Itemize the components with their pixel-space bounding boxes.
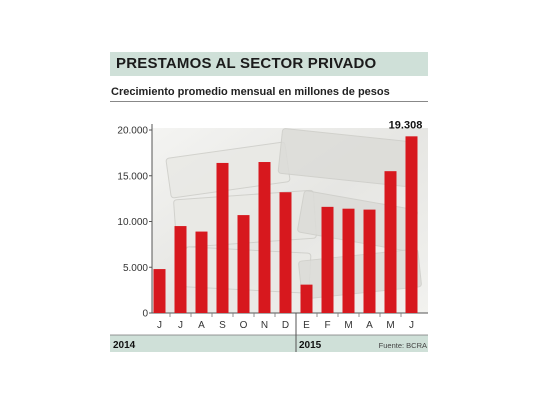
x-tick-label: D (282, 320, 289, 331)
x-tick-label: S (219, 320, 226, 331)
x-tick-label: E (303, 320, 310, 331)
bar-8 (321, 206, 334, 313)
bar-6 (279, 192, 292, 313)
y-tick-label: 0 (142, 309, 148, 320)
x-tick-label: J (157, 320, 162, 331)
bar-1 (174, 226, 187, 313)
x-tick-label: A (198, 320, 205, 331)
y-tick-label: 10.000 (117, 217, 148, 228)
bars (153, 136, 418, 313)
y-tick-label: 20.000 (117, 126, 148, 137)
year-label-2014: 2014 (113, 340, 136, 351)
x-tick-label: N (261, 320, 268, 331)
bar-0 (153, 269, 166, 313)
axis-labels: 0 5.000 10.000 15.000 20.000 J J A S O N D E F M A M J 201… (113, 119, 427, 351)
bar-10 (363, 209, 376, 313)
bar-3 (216, 162, 229, 313)
source-note: Fuente: BCRA (379, 341, 427, 350)
subtitle-rule (110, 101, 428, 102)
bar-4 (237, 215, 250, 313)
y-tick-label: 15.000 (117, 171, 148, 182)
x-tick-label: F (324, 320, 330, 331)
x-tick-label: J (409, 320, 414, 331)
x-tick-label: J (178, 320, 183, 331)
x-tick-label: M (344, 320, 352, 331)
x-tick-label: O (240, 320, 248, 331)
bar-2 (195, 231, 208, 313)
y-tick-label: 5.000 (123, 263, 148, 274)
bar-11 (384, 171, 397, 313)
data-label: 19.308 (389, 119, 423, 131)
chart-subtitle: Crecimiento promedio mensual en millones… (111, 86, 390, 98)
year-band (110, 335, 428, 352)
x-tick-label: A (366, 320, 373, 331)
bar-7 (300, 284, 313, 313)
chart-title: PRESTAMOS AL SECTOR PRIVADO (116, 55, 377, 72)
year-label-2015: 2015 (299, 340, 322, 351)
title-band: PRESTAMOS AL SECTOR PRIVADO (110, 52, 428, 76)
x-tick-label: M (386, 320, 394, 331)
bar-9 (342, 208, 355, 313)
bar-5 (258, 162, 271, 313)
bar-12 (405, 136, 418, 313)
